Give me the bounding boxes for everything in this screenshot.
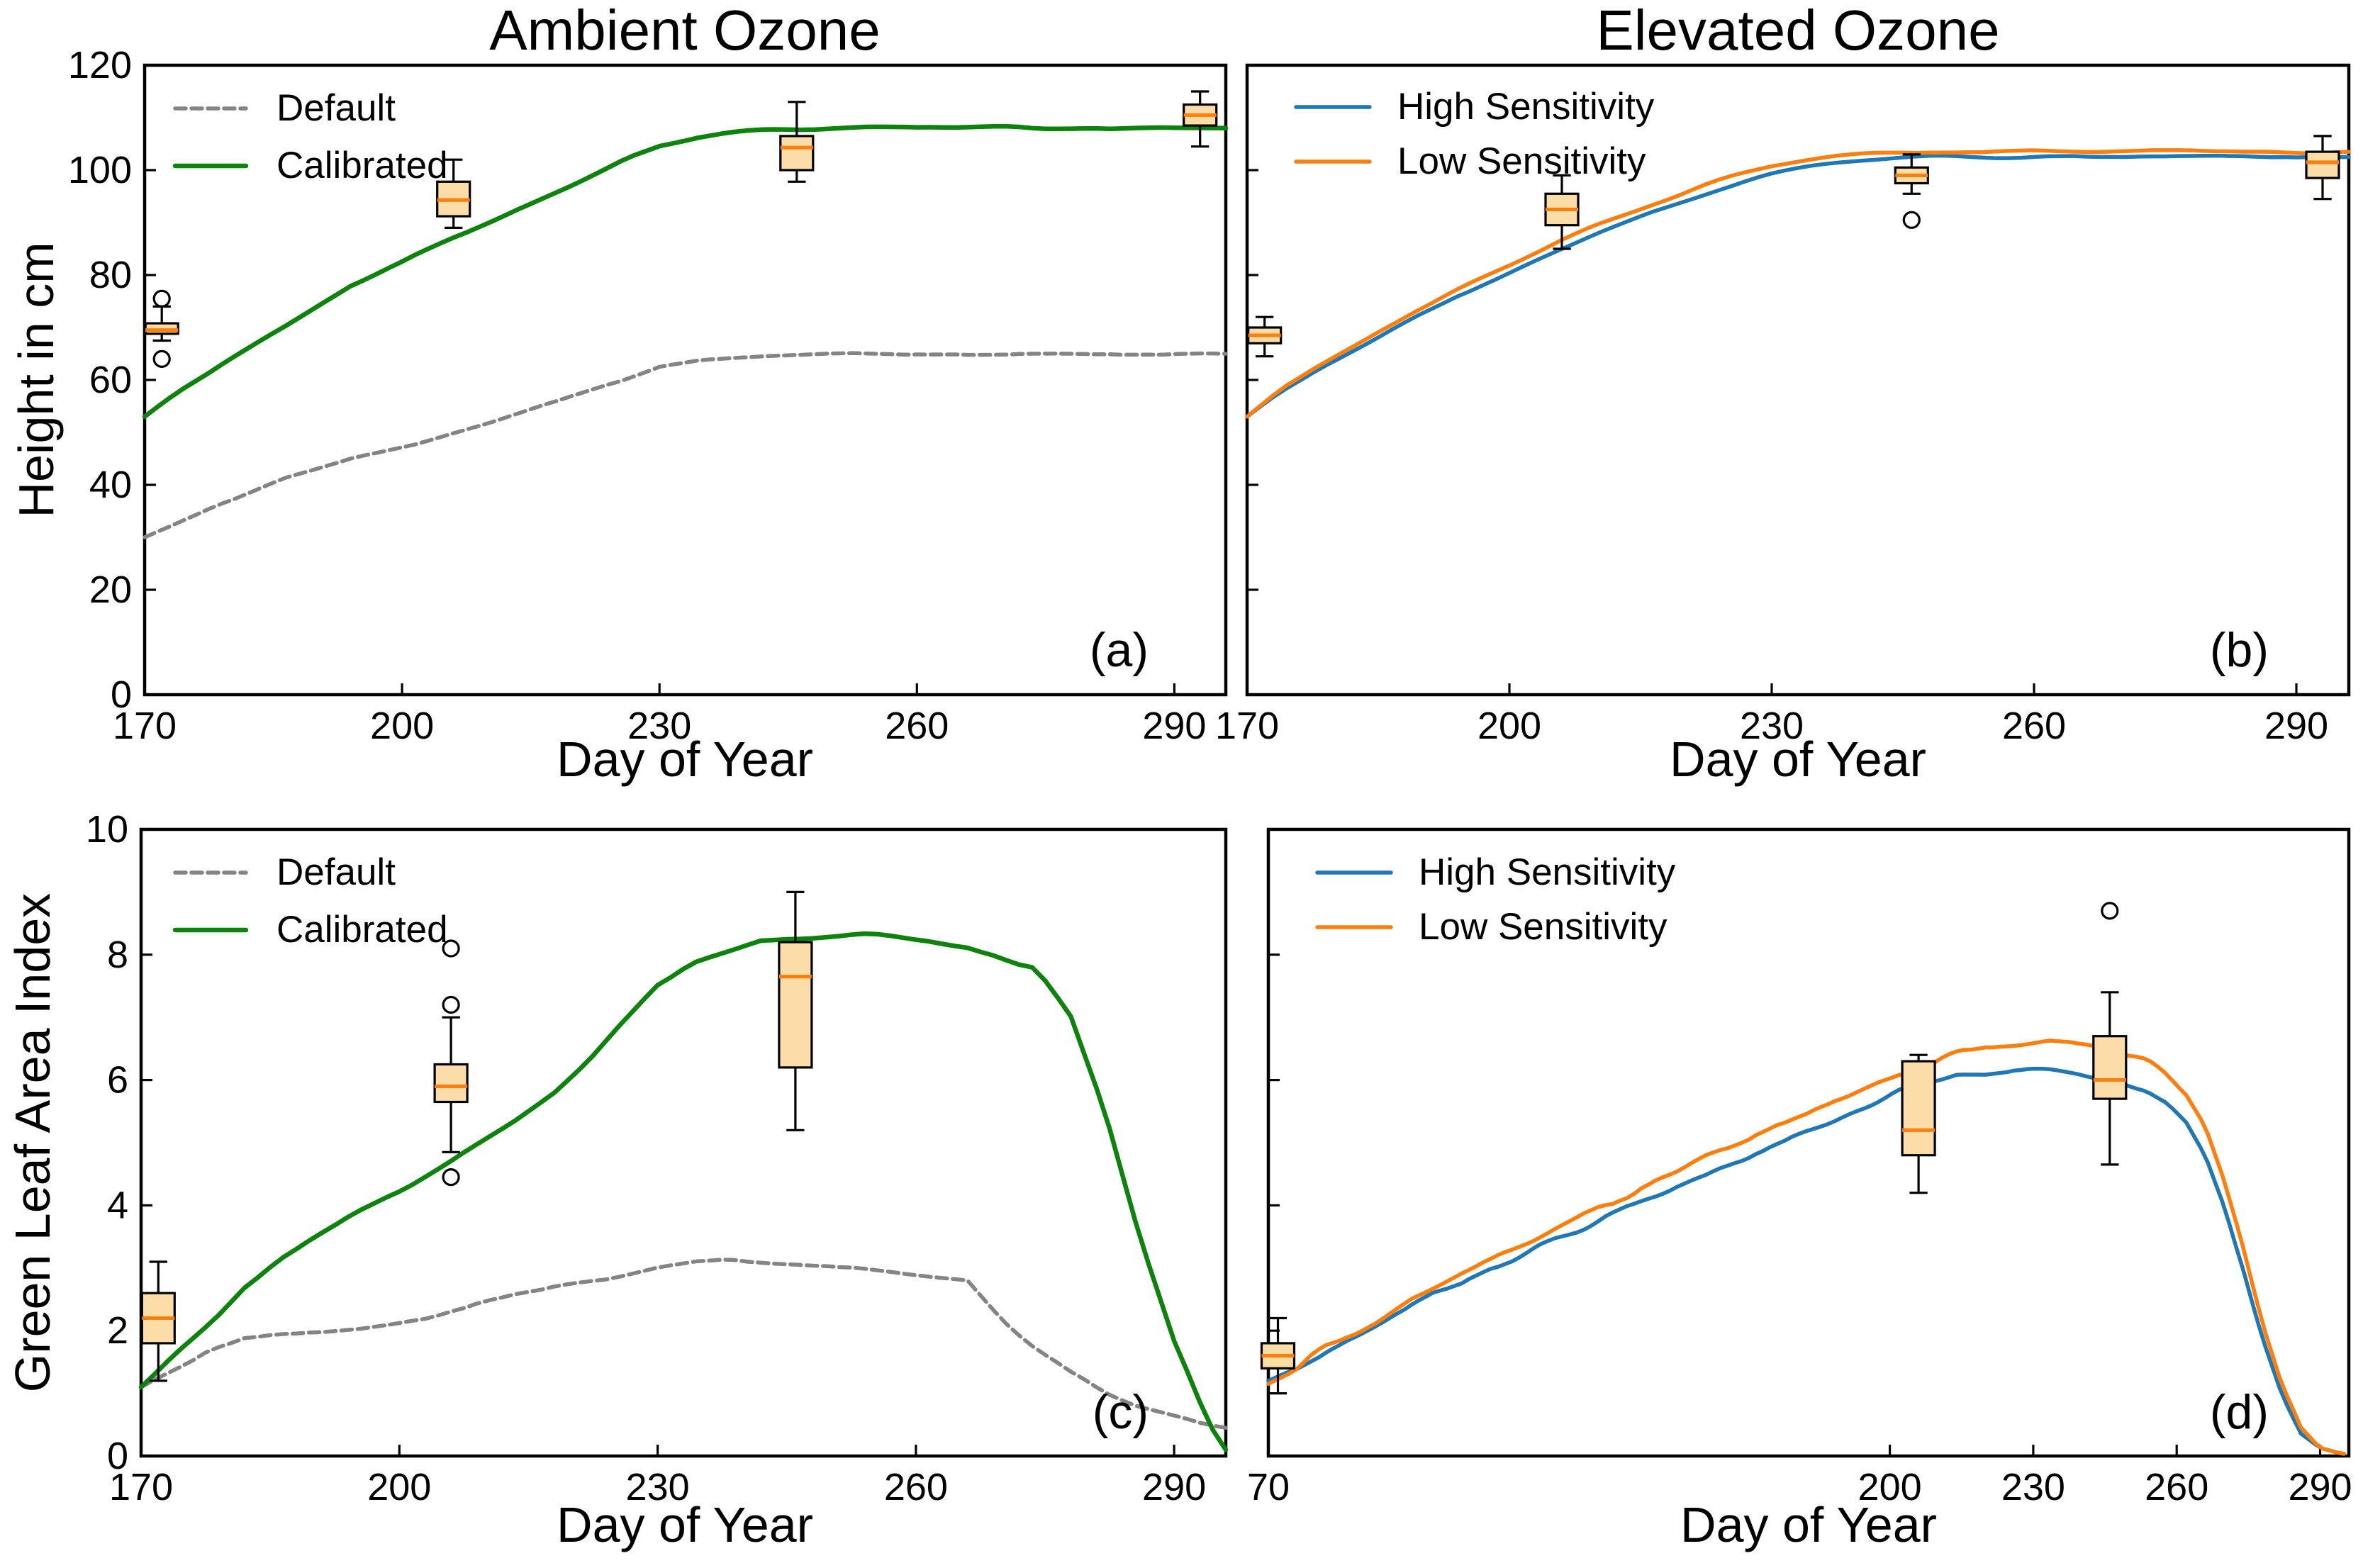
svg-text:80: 80	[89, 254, 132, 296]
svg-text:10: 10	[86, 808, 128, 851]
svg-text:High Sensitivity: High Sensitivity	[1419, 851, 1676, 893]
svg-text:290: 290	[1142, 1466, 1206, 1508]
svg-text:40: 40	[89, 464, 132, 506]
svg-text:290: 290	[2264, 705, 2328, 747]
svg-text:Day of Year: Day of Year	[557, 1497, 813, 1552]
svg-text:Day of Year: Day of Year	[1670, 732, 1926, 787]
svg-text:(b): (b)	[2210, 623, 2269, 677]
svg-text:Calibrated: Calibrated	[276, 909, 448, 951]
svg-text:230: 230	[2001, 1466, 2065, 1508]
svg-text:170: 170	[1215, 705, 1279, 747]
svg-text:Green Leaf Area Index: Green Leaf Area Index	[5, 893, 60, 1392]
svg-text:200: 200	[367, 1466, 431, 1508]
svg-text:260: 260	[2002, 705, 2066, 747]
svg-text:Low Sensitivity: Low Sensitivity	[1419, 906, 1667, 948]
svg-text:Day of Year: Day of Year	[1680, 1497, 1937, 1552]
svg-text:Calibrated: Calibrated	[276, 145, 448, 186]
svg-text:0: 0	[107, 1435, 128, 1477]
svg-text:Default: Default	[276, 851, 396, 893]
svg-text:(c): (c)	[1093, 1385, 1149, 1439]
svg-text:Low Sensitivity: Low Sensitivity	[1397, 140, 1646, 182]
svg-text:Height in cm: Height in cm	[9, 242, 64, 517]
svg-text:290: 290	[2288, 1466, 2352, 1508]
svg-text:Ambient Ozone: Ambient Ozone	[489, 0, 880, 62]
svg-text:120: 120	[68, 44, 132, 86]
svg-text:6: 6	[107, 1059, 128, 1102]
svg-text:260: 260	[885, 705, 949, 747]
svg-text:4: 4	[107, 1184, 128, 1226]
svg-text:2: 2	[107, 1309, 128, 1352]
svg-text:8: 8	[107, 934, 128, 976]
svg-text:Default: Default	[276, 87, 396, 129]
svg-text:Day of Year: Day of Year	[557, 732, 813, 787]
svg-text:Elevated Ozone: Elevated Ozone	[1596, 0, 1999, 62]
svg-text:70: 70	[1247, 1466, 1290, 1508]
svg-text:(a): (a)	[1090, 623, 1149, 677]
svg-text:(d): (d)	[2210, 1385, 2269, 1439]
svg-text:260: 260	[884, 1466, 948, 1508]
svg-text:200: 200	[1477, 705, 1541, 747]
svg-text:260: 260	[2145, 1466, 2208, 1508]
svg-text:100: 100	[68, 149, 132, 191]
svg-text:High Sensitivity: High Sensitivity	[1397, 86, 1655, 128]
svg-text:60: 60	[89, 359, 132, 401]
svg-text:290: 290	[1142, 705, 1206, 747]
svg-text:20: 20	[89, 569, 132, 611]
svg-text:0: 0	[111, 673, 132, 716]
svg-text:200: 200	[370, 705, 434, 747]
